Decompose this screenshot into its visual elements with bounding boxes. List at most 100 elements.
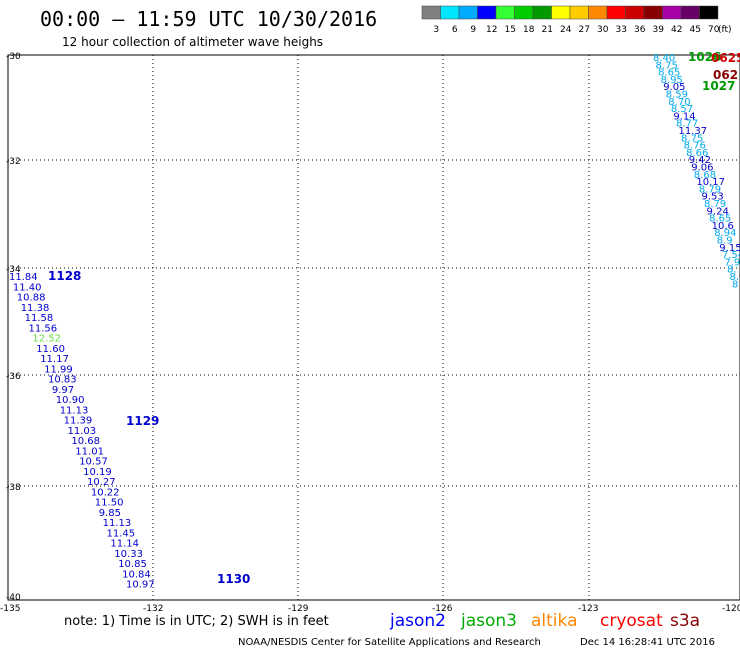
wave-height-label: 8. <box>727 265 737 276</box>
wave-height-label: 7.54 <box>722 250 740 261</box>
legend-swatch <box>495 5 515 20</box>
wave-height-label: 11.45 <box>107 528 136 539</box>
wave-height-label: 10.84 <box>122 569 151 580</box>
wave-height-label: 9.14 <box>673 111 695 122</box>
legend-swatch <box>625 5 645 20</box>
wave-height-label: 8.75 <box>681 133 703 144</box>
wave-height-label: 11.40 <box>13 282 42 293</box>
wave-height-label: 8.65 <box>709 214 731 225</box>
wave-height-label: 8.95 <box>661 75 683 86</box>
legend-swatch <box>643 5 663 20</box>
pass-time-label: 1026 <box>688 50 721 64</box>
wave-height-label: 9.15 <box>719 243 740 254</box>
legend-label: 9 <box>470 25 476 35</box>
wave-height-label: 11.17 <box>40 354 69 365</box>
lon-label: -132 <box>143 604 163 614</box>
legend-label: 24 <box>560 25 572 35</box>
map-frame <box>7 54 740 601</box>
legend-unit: (ft) <box>718 25 732 35</box>
wave-height-label: 10.17 <box>696 177 725 188</box>
lon-label: -123 <box>578 604 598 614</box>
wave-height-label: 8.66 <box>686 148 708 159</box>
footer-timestamp: Dec 14 16:28:41 UTC 2016 <box>580 637 715 648</box>
wave-height-label: 8.65 <box>658 68 680 79</box>
wave-height-label: 11.13 <box>60 405 89 416</box>
track-west: 11.8411.4010.8811.3811.5811.5612.5211.60… <box>9 269 250 591</box>
legend-label: 39 <box>653 25 665 35</box>
wave-height-label: 10.22 <box>91 487 120 498</box>
satellite-legend: jason2 jason3 altika cryosat s3a <box>389 611 700 631</box>
wave-height-label: 10.27 <box>87 477 116 488</box>
wave-height-label: 8.59 <box>666 90 688 101</box>
lat-label: -36 <box>6 372 21 382</box>
legend-swatch <box>458 5 478 20</box>
legend-label: 21 <box>542 25 553 35</box>
legend-swatch <box>551 5 571 20</box>
footer-credit: NOAA/NESDIS Center for Satellite Applica… <box>238 637 541 648</box>
satellite-name-cryosat: cryosat <box>600 611 663 631</box>
wave-height-label: 11.99 <box>44 364 73 375</box>
wave-height-label: 11.13 <box>103 518 132 529</box>
pass-time-label: 062 <box>713 68 738 82</box>
legend-label: 15 <box>505 25 516 35</box>
lon-label: -126 <box>432 604 453 614</box>
pass-time-label: 1128 <box>48 269 81 283</box>
legend-label: 42 <box>671 25 682 35</box>
wave-height-label: 9.42 <box>689 155 711 166</box>
lat-label: -40 <box>6 593 21 603</box>
wave-height-label: 10.90 <box>56 395 85 406</box>
lat-label: -38 <box>6 483 21 493</box>
legend-swatch <box>606 5 626 20</box>
wave-height-label: 11.60 <box>36 344 65 355</box>
wave-height-label: 8.57 <box>671 104 693 115</box>
legend-label: 45 <box>690 25 701 35</box>
wave-height-label: 8.76 <box>684 141 706 152</box>
wave-height-label: 8.77 <box>676 119 698 130</box>
satellite-name-jason2: jason2 <box>389 611 446 631</box>
legend-label: 27 <box>579 25 590 35</box>
legend-swatch <box>699 5 719 20</box>
wave-height-label: 11.14 <box>110 539 139 550</box>
lon-label: -120 <box>722 604 740 614</box>
wave-height-tracks: 11.8411.4010.8811.3811.5811.5612.5211.60… <box>9 50 740 591</box>
wave-height-label: 10.33 <box>114 549 143 560</box>
wave-height-label: 9.53 <box>701 192 723 203</box>
lon-labels: -135 -132 -129 -126 -123 -120 <box>0 604 740 614</box>
wave-height-label: 9.97 <box>52 385 74 396</box>
wave-height-label: 11.38 <box>21 303 50 314</box>
wave-height-label: 7.9 <box>724 257 740 268</box>
legend-label: 6 <box>452 25 458 35</box>
wave-height-label: 8.79 <box>704 199 726 210</box>
wave-height-label: 10.68 <box>71 436 100 447</box>
wave-height-label: 10.6 <box>712 221 734 232</box>
wave-height-label: 8.94 <box>714 228 736 239</box>
satellite-name-altika: altika <box>531 611 578 631</box>
lon-label: -135 <box>0 604 20 614</box>
wave-height-label: 11.58 <box>25 313 54 324</box>
wave-height-label: 10.97 <box>126 580 155 591</box>
lat-labels: -30 -32 -34 -36 -38 -40 <box>6 52 21 603</box>
wave-height-label: 12.52 <box>32 334 61 345</box>
pass-time-label: 1129 <box>126 414 159 428</box>
legend-label: 30 <box>597 25 609 35</box>
graticule <box>8 55 740 600</box>
wave-height-label: 10.19 <box>83 467 112 478</box>
map-subtitle: 12 hour collection of altimeter wave hei… <box>62 35 323 49</box>
wave-height-label: 11.84 <box>9 272 38 283</box>
legend-label: 33 <box>616 25 627 35</box>
wave-height-label: 11.03 <box>68 426 97 437</box>
wave-height-label: 11.56 <box>29 323 58 334</box>
wave-height-label: 11.01 <box>75 446 104 457</box>
legend-swatch <box>421 5 441 20</box>
track-east: 8.408.758.658.959.058.598.708.579.148.77… <box>653 50 740 290</box>
lon-label: -129 <box>288 604 309 614</box>
wave-height-label: 8.40 <box>653 53 675 64</box>
legend-label: 70 <box>708 25 720 35</box>
pass-time-label: 0625 <box>711 51 740 65</box>
map-title: 00:00 – 11:59 UTC 10/30/2016 <box>40 7 377 31</box>
legend-label: 12 <box>486 25 497 35</box>
pass-time-label: 1130 <box>217 572 250 586</box>
legend-swatch <box>569 5 589 20</box>
